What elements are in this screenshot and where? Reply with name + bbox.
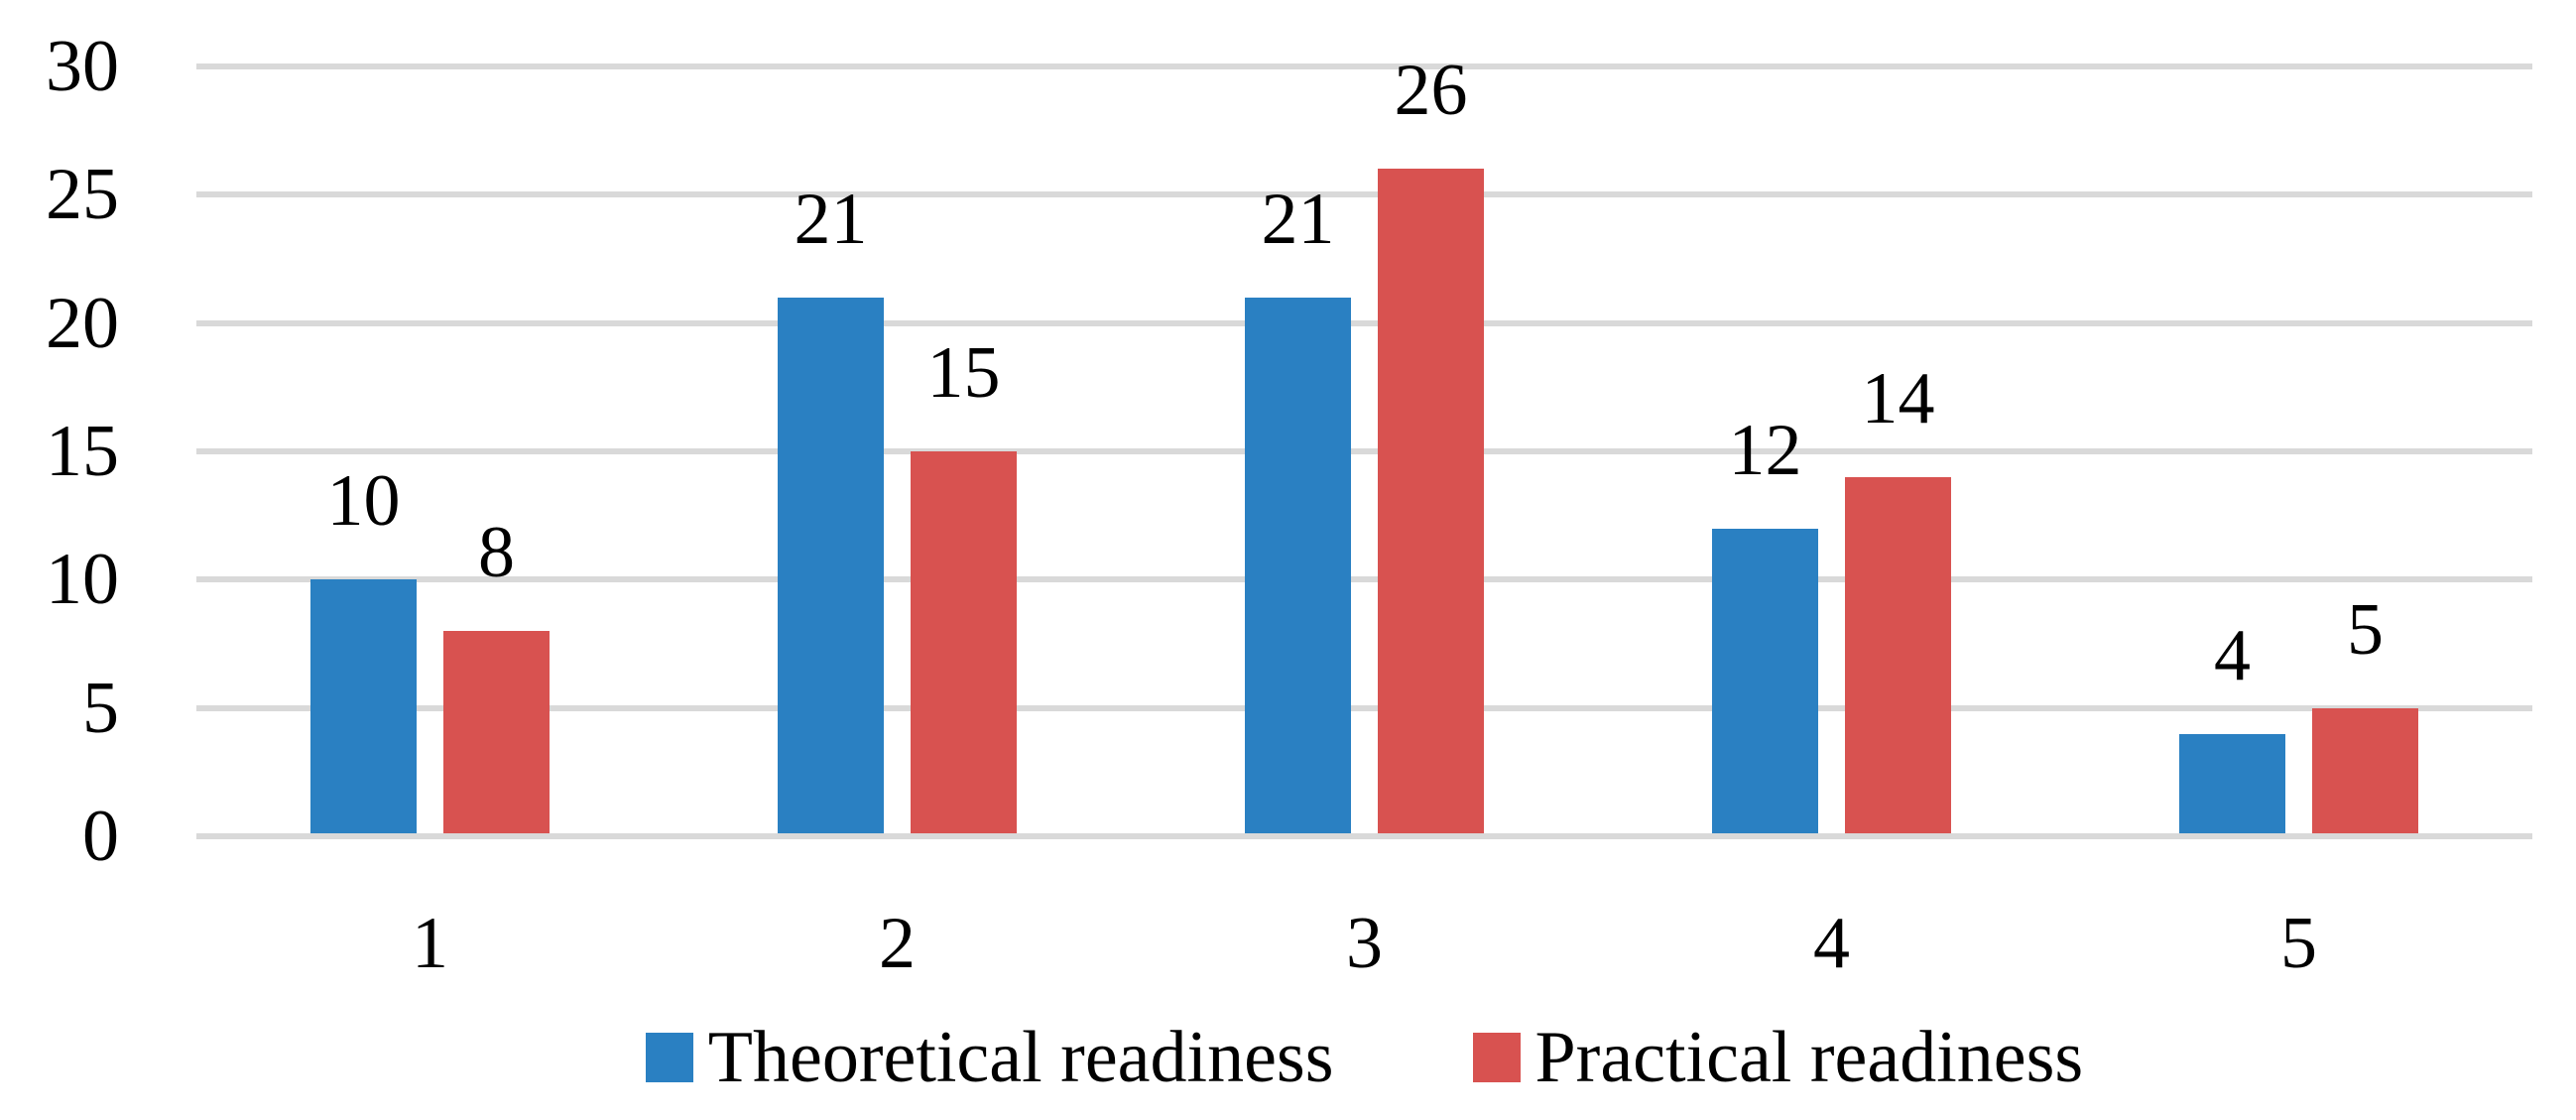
legend-label-practical: Practical readiness (1534, 1017, 2084, 1098)
data-label-practical-cat4: 14 (1861, 358, 1935, 439)
y-axis-tick-label: 25 (46, 154, 119, 236)
data-label-theoretical-cat1: 10 (326, 460, 401, 542)
gridline (196, 833, 2532, 839)
bar-practical-cat3 (1378, 169, 1484, 833)
gridline (196, 704, 2532, 711)
bar-practical-cat5 (2312, 708, 2418, 833)
legend-swatch-theoretical-icon (645, 1033, 693, 1082)
data-label-theoretical-cat5: 4 (2214, 615, 2251, 696)
legend-label-theoretical: Theoretical readiness (707, 1017, 1334, 1098)
y-axis-tick-label: 5 (82, 667, 119, 749)
gridline (196, 63, 2532, 69)
bar-theoretical-cat1 (310, 579, 417, 833)
data-label-theoretical-cat3: 21 (1261, 179, 1335, 260)
x-axis-category-label: 5 (2280, 903, 2317, 984)
gridline (196, 448, 2532, 454)
bar-theoretical-cat2 (778, 298, 884, 833)
bar-practical-cat4 (1845, 477, 1951, 833)
bar-theoretical-cat3 (1245, 298, 1351, 833)
legend-swatch-practical-icon (1472, 1033, 1521, 1082)
y-axis-tick-label: 10 (46, 539, 119, 621)
data-label-theoretical-cat4: 12 (1728, 410, 1802, 491)
x-axis-category-label: 3 (1346, 903, 1383, 984)
legend-item-theoretical-readiness: Theoretical readiness (645, 1017, 1334, 1098)
data-label-practical-cat5: 5 (2347, 589, 2384, 671)
chart-legend: Theoretical readiness Practical readines… (196, 1017, 2532, 1098)
gridline (196, 319, 2532, 326)
bar-theoretical-cat4 (1712, 529, 1818, 833)
bar-theoretical-cat5 (2179, 734, 2285, 833)
data-label-practical-cat2: 15 (926, 332, 1001, 414)
x-axis-category-label: 1 (412, 903, 448, 984)
data-label-practical-cat3: 26 (1394, 50, 1468, 131)
x-axis-category-label: 2 (879, 903, 916, 984)
data-label-practical-cat1: 8 (478, 512, 515, 593)
y-axis-tick-label: 15 (46, 411, 119, 492)
gridline (196, 191, 2532, 198)
legend-item-practical-readiness: Practical readiness (1472, 1017, 2084, 1098)
y-axis-tick-label: 20 (46, 282, 119, 364)
bar-practical-cat2 (911, 451, 1017, 833)
x-axis-category-label: 4 (1813, 903, 1850, 984)
data-label-theoretical-cat2: 21 (794, 179, 868, 260)
y-axis-tick-label: 0 (82, 796, 119, 877)
gridline (196, 576, 2532, 583)
bar-practical-cat1 (443, 631, 550, 833)
y-axis-tick-label: 30 (46, 26, 119, 107)
